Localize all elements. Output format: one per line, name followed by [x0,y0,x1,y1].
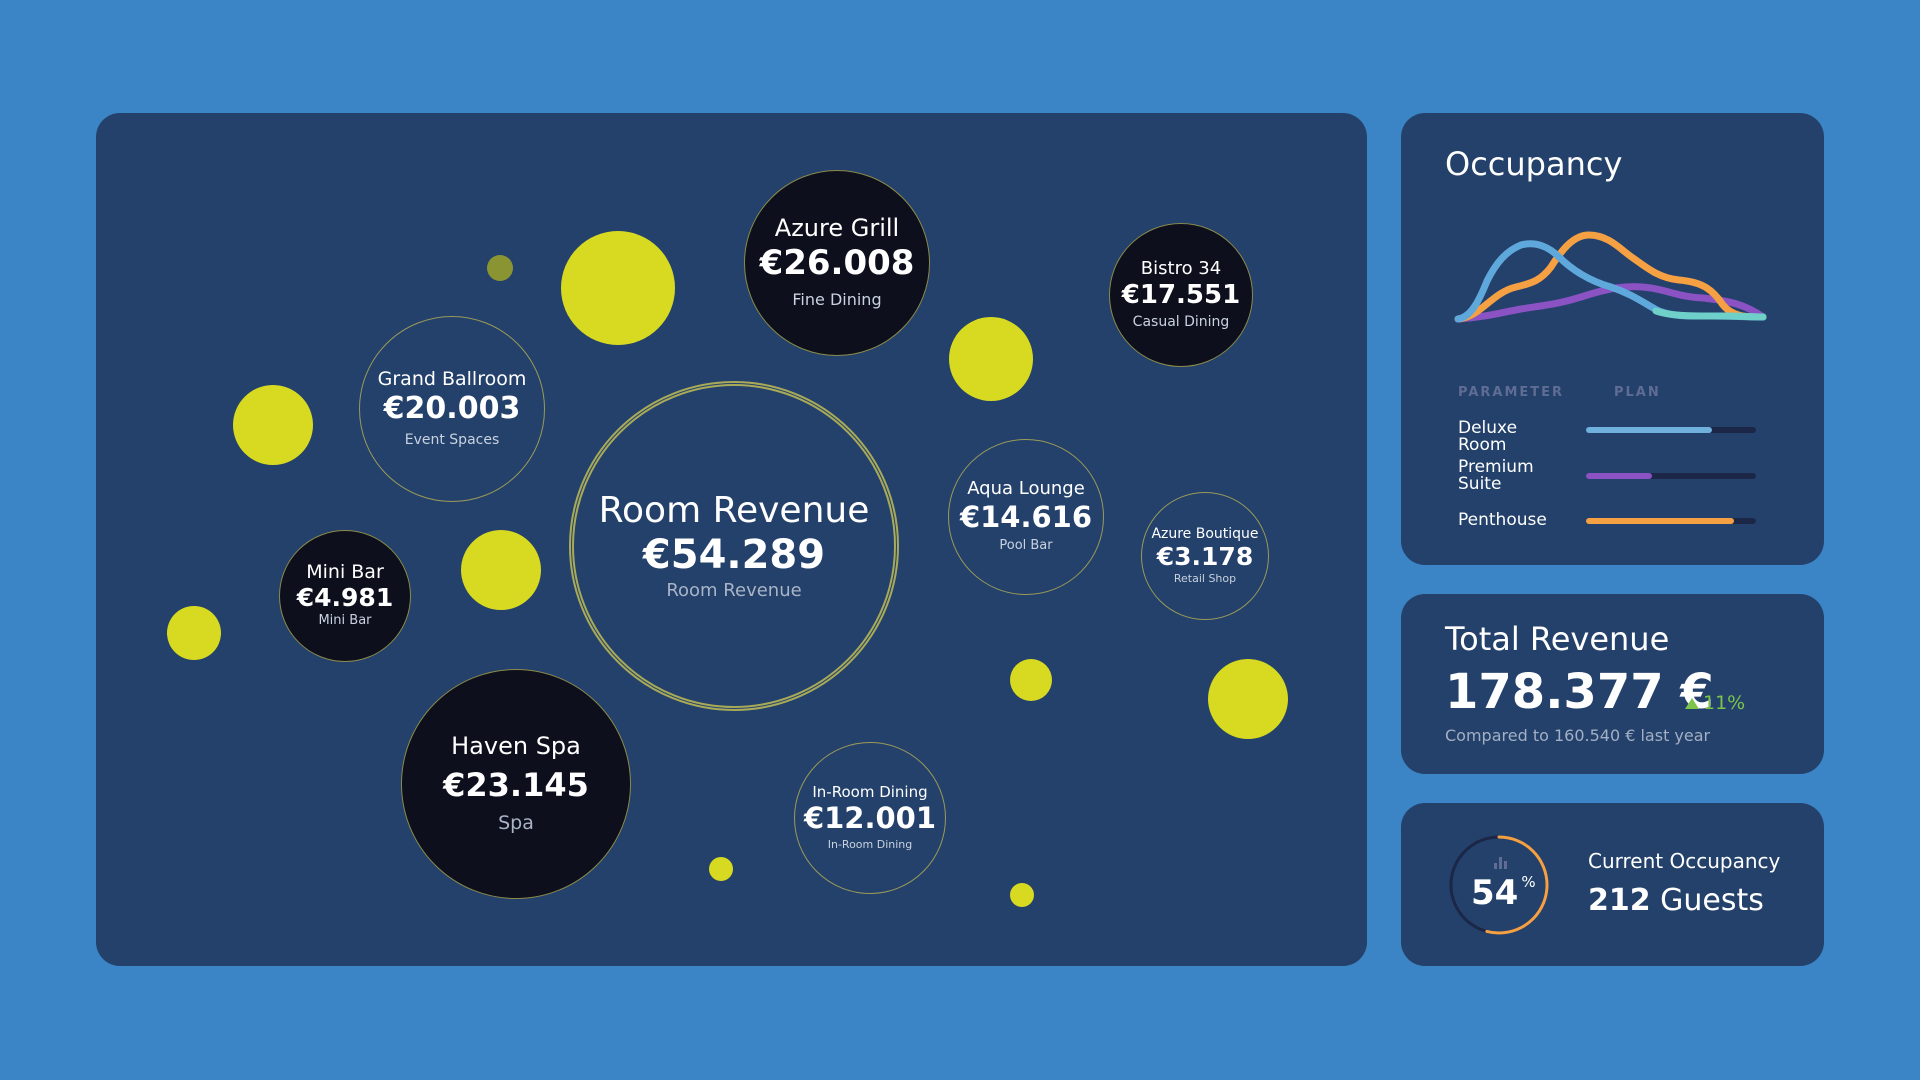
total-revenue-title: Total Revenue [1445,620,1670,658]
bubble-value: €12.001 [803,801,937,836]
decorative-dot [167,606,221,660]
plan-bar-fill [1586,427,1712,433]
decorative-dot [949,317,1033,401]
total-revenue-card: Total Revenue 178.377 € 11% Compared to … [1401,594,1824,774]
series-line-blue [1454,240,1767,323]
plan-column-header: PLAN [1614,385,1661,400]
decorative-dot [487,255,513,281]
param-label-deluxe-room: Deluxe Room [1458,418,1518,455]
guests-word: Guests [1660,883,1764,918]
bubble-aqua-lounge[interactable]: Aqua Lounge €14.616 Pool Bar [948,439,1104,595]
decorative-dot [233,385,313,465]
param-label-premium-suite: Premium Suite [1458,457,1534,494]
bubble-category: Room Revenue [666,580,802,601]
guests-number: 212 [1588,883,1651,918]
bubble-category: Fine Dining [792,289,882,309]
occupancy-ring [1449,835,1549,935]
guests-count: 212 Guests [1588,883,1764,918]
bubble-in-room-dining[interactable]: In-Room Dining €12.001 In-Room Dining [794,742,946,894]
bubble-bistro-34[interactable]: Bistro 34 €17.551 Casual Dining [1109,223,1253,367]
bubble-category: In-Room Dining [827,837,913,851]
bubble-haven-spa[interactable]: Haven Spa €23.145 Spa [401,669,631,899]
bubble-value: €54.289 [642,532,826,578]
decorative-dot [709,857,733,881]
occupancy-card: Occupancy PARAMETER PLAN Deluxe Room Pre… [1401,113,1824,565]
bubble-name: Room Revenue [598,489,870,531]
bubble-category: Spa [498,811,534,834]
bar-chart-icon [1494,857,1508,869]
bubble-name: Haven Spa [451,731,581,760]
bubble-name: Bistro 34 [1140,257,1222,279]
trend-up-icon [1685,697,1699,709]
bubble-value: €23.145 [443,766,589,805]
total-revenue-value: 178.377 € [1445,664,1714,720]
plan-bar-deluxe-room [1586,427,1756,433]
bubble-value: €4.981 [296,583,394,613]
plan-bar-fill [1586,473,1653,479]
bubble-name: Grand Ballroom [377,367,527,390]
current-occupancy-card: 54% Current Occupancy 212 Guests [1401,803,1824,966]
bubble-name: Azure Boutique [1151,525,1259,542]
bubble-name: Aqua Lounge [967,477,1085,499]
occupancy-percent-sign: % [1521,873,1536,891]
plan-bar-fill [1586,518,1734,524]
bubble-category: Casual Dining [1132,313,1230,330]
occupancy-wave-chart [1454,231,1767,323]
decorative-dot [461,530,541,610]
series-line-teal [1652,307,1767,321]
decorative-dot [1208,659,1288,739]
bubble-category: Retail Shop [1173,571,1237,585]
bubble-value: €3.178 [1156,541,1254,571]
revenue-comparison: Compared to 160.540 € last year [1445,726,1711,745]
bubble-value: €26.008 [759,243,915,283]
revenue-bubble-panel: Room Revenue €54.289 Room Revenue Azure … [96,113,1367,966]
decorative-dot [1010,659,1052,701]
param-label-penthouse: Penthouse [1458,510,1547,530]
series-line-orange [1454,231,1767,323]
occupancy-percent: 54% [1471,873,1536,913]
parameter-column-header: PARAMETER [1458,385,1565,400]
revenue-change: 11% [1685,692,1745,714]
occupancy-title: Occupancy [1445,145,1623,183]
bubble-category: Pool Bar [999,538,1053,554]
bubble-name: Azure Grill [774,214,900,243]
current-occupancy-title: Current Occupancy [1588,849,1781,873]
bubble-azure-grill[interactable]: Azure Grill €26.008 Fine Dining [744,170,930,356]
bubble-mini-bar[interactable]: Mini Bar €4.981 Mini Bar [279,530,411,662]
bubble-azure-boutique[interactable]: Azure Boutique €3.178 Retail Shop [1141,492,1269,620]
bubble-grand-ballroom[interactable]: Grand Ballroom €20.003 Event Spaces [359,316,545,502]
revenue-change-percent: 11% [1703,692,1746,714]
plan-bar-premium-suite [1586,473,1756,479]
bubble-value: €20.003 [383,390,521,426]
bubble-room-revenue[interactable]: Room Revenue €54.289 Room Revenue [569,381,899,711]
occupancy-percent-number: 54 [1471,873,1519,913]
bubble-category: Mini Bar [318,613,372,629]
decorative-dot [1010,883,1034,907]
bubble-name: Mini Bar [306,560,384,583]
bubble-name: In-Room Dining [812,782,928,801]
bubble-category: Event Spaces [404,431,500,448]
bubble-value: €14.616 [959,499,1093,534]
decorative-dot [561,231,675,345]
bubble-value: €17.551 [1121,279,1241,310]
plan-bar-penthouse [1586,518,1756,524]
